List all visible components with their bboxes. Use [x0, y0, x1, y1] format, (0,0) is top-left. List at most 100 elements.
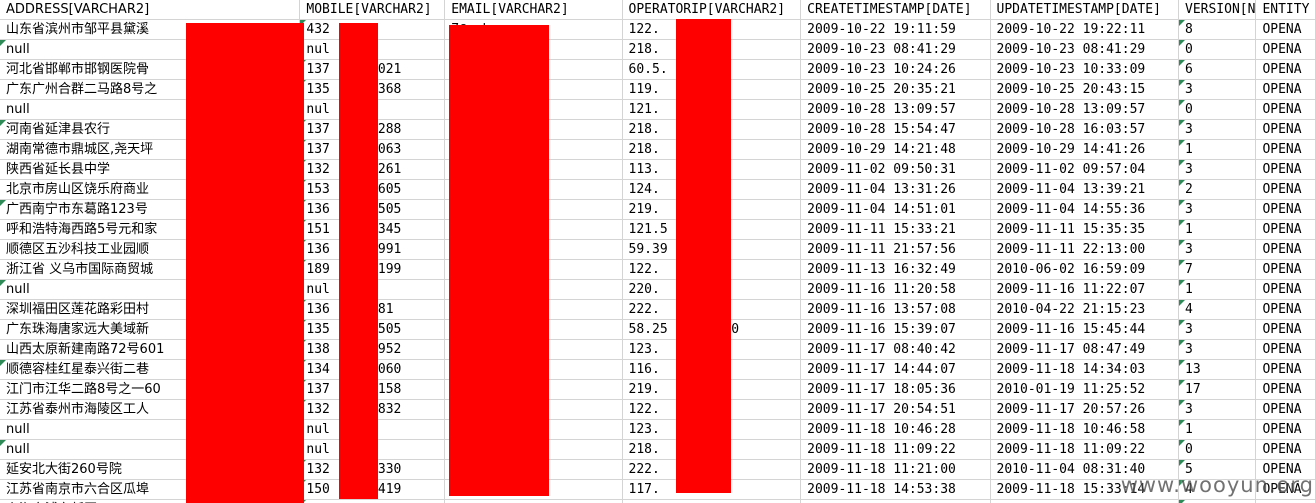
- cell-update-timestamp[interactable]: 2009-11-18 14:34:03: [990, 359, 1180, 380]
- cell-update-timestamp[interactable]: 2009-11-18 11:09:22: [990, 439, 1180, 460]
- cell-update-timestamp[interactable]: 2009-11-17 08:47:49: [990, 339, 1180, 360]
- cell-update-timestamp[interactable]: 2009-10-19 03:41:31: [990, 499, 1180, 503]
- cell-update-timestamp[interactable]: 2009-11-11 15:35:35: [990, 219, 1180, 240]
- cell-entity[interactable]: OPENA: [1255, 99, 1316, 120]
- cell-version[interactable]: 7: [1178, 259, 1257, 280]
- cell-create-timestamp[interactable]: 2009-10-25 20:35:21: [800, 79, 991, 100]
- cell-version[interactable]: 0: [1178, 99, 1257, 120]
- cell-create-timestamp[interactable]: 2009-11-16 11:20:58: [800, 279, 991, 300]
- cell-entity[interactable]: OPENA: [1255, 259, 1316, 280]
- column-header-7[interactable]: ENTITY: [1255, 0, 1316, 20]
- cell-update-timestamp[interactable]: 2009-11-11 22:13:00: [990, 239, 1180, 260]
- cell-version[interactable]: 3: [1178, 239, 1257, 260]
- cell-version[interactable]: 3: [1178, 79, 1257, 100]
- cell-update-timestamp[interactable]: 2010-11-04 08:31:40: [990, 459, 1180, 480]
- cell-entity[interactable]: OPENA: [1255, 59, 1316, 80]
- cell-create-timestamp[interactable]: 2009-11-04 14:51:01: [800, 199, 991, 220]
- cell-create-timestamp[interactable]: 2009-11-17 08:40:42: [800, 339, 991, 360]
- cell-create-timestamp[interactable]: 2009-11-18 14:53:38: [800, 479, 991, 500]
- cell-entity[interactable]: OPENA: [1255, 119, 1316, 140]
- cell-entity[interactable]: OPENA: [1255, 339, 1316, 360]
- cell-entity[interactable]: OPENA: [1255, 459, 1316, 480]
- cell-version[interactable]: 3: [1178, 339, 1257, 360]
- cell-create-timestamp[interactable]: 2009-10-29 14:21:48: [800, 139, 991, 160]
- cell-update-timestamp[interactable]: 2009-11-04 13:39:21: [990, 179, 1180, 200]
- cell-version[interactable]: 5: [1178, 459, 1257, 480]
- cell-create-timestamp[interactable]: 2009-11-11 15:33:21: [800, 219, 991, 240]
- cell-create-timestamp[interactable]: 2009-11-11 21:57:56: [800, 239, 991, 260]
- column-header-6[interactable]: VERSION[N: [1178, 0, 1257, 20]
- cell-update-timestamp[interactable]: 2009-11-17 20:57:26: [990, 399, 1180, 420]
- cell-entity[interactable]: OPENA: [1255, 239, 1316, 260]
- cell-create-timestamp[interactable]: 2009-10-28 15:54:47: [800, 119, 991, 140]
- cell-version[interactable]: 3: [1178, 159, 1257, 180]
- cell-update-timestamp[interactable]: 2009-11-04 14:55:36: [990, 199, 1180, 220]
- cell-entity[interactable]: OPENA: [1255, 159, 1316, 180]
- cell-version[interactable]: 17: [1178, 379, 1257, 400]
- cell-entity[interactable]: OPENA: [1255, 379, 1316, 400]
- cell-create-timestamp[interactable]: 2009-11-04 13:31:26: [800, 179, 991, 200]
- cell-version[interactable]: 1: [1178, 219, 1257, 240]
- cell-version[interactable]: 3: [1178, 319, 1257, 340]
- cell-entity[interactable]: OPENA: [1255, 39, 1316, 60]
- column-header-2[interactable]: EMAIL[VARCHAR2]: [444, 0, 623, 20]
- cell-entity[interactable]: OPENA: [1255, 319, 1316, 340]
- cell-version[interactable]: 6: [1178, 59, 1257, 80]
- cell-update-timestamp[interactable]: 2009-10-28 16:03:57: [990, 119, 1180, 140]
- cell-entity[interactable]: OPENA: [1255, 79, 1316, 100]
- cell-version[interactable]: 3: [1178, 119, 1257, 140]
- cell-entity[interactable]: OPENA: [1255, 439, 1316, 460]
- cell-entity[interactable]: OPENA: [1255, 279, 1316, 300]
- cell-create-timestamp[interactable]: 2009-10-28 13:09:57: [800, 99, 991, 120]
- cell-update-timestamp[interactable]: 2010-01-19 11:25:52: [990, 379, 1180, 400]
- cell-entity[interactable]: OPENA: [1255, 359, 1316, 380]
- cell-create-timestamp[interactable]: 2009-11-18 10:46:28: [800, 419, 991, 440]
- cell-create-timestamp[interactable]: 2009-10-23 08:41:29: [800, 39, 991, 60]
- cell-create-timestamp[interactable]: 2009-10-18 18:12:39: [800, 499, 991, 503]
- cell-entity[interactable]: OPENA: [1255, 219, 1316, 240]
- cell-version[interactable]: 1: [1178, 419, 1257, 440]
- cell-version[interactable]: 0: [1178, 39, 1257, 60]
- column-header-5[interactable]: UPDATETIMESTAMP[DATE]: [990, 0, 1180, 20]
- cell-create-timestamp[interactable]: 2009-11-17 18:05:36: [800, 379, 991, 400]
- cell-create-timestamp[interactable]: 2009-11-13 16:32:49: [800, 259, 991, 280]
- cell-version[interactable]: 3: [1178, 399, 1257, 420]
- cell-entity[interactable]: OPENA: [1255, 139, 1316, 160]
- cell-operator-ip[interactable]: 222.50: [622, 499, 802, 503]
- cell-version[interactable]: 0: [1178, 439, 1257, 460]
- cell-create-timestamp[interactable]: 2009-11-18 11:21:00: [800, 459, 991, 480]
- cell-version[interactable]: 4: [1178, 299, 1257, 320]
- cell-email[interactable]: .com: [444, 499, 623, 503]
- cell-version[interactable]: 8: [1178, 19, 1257, 40]
- cell-version[interactable]: 3: [1178, 199, 1257, 220]
- cell-create-timestamp[interactable]: 2009-11-16 13:57:08: [800, 299, 991, 320]
- cell-create-timestamp[interactable]: 2009-10-22 19:11:59: [800, 19, 991, 40]
- cell-version[interactable]: 1: [1178, 279, 1257, 300]
- cell-entity[interactable]: OPENA: [1255, 19, 1316, 40]
- cell-update-timestamp[interactable]: 2009-11-18 15:33:14: [990, 479, 1180, 500]
- cell-update-timestamp[interactable]: 2009-10-22 19:22:11: [990, 19, 1180, 40]
- column-header-4[interactable]: CREATETIMESTAMP[DATE]: [800, 0, 991, 20]
- cell-update-timestamp[interactable]: 2009-11-18 10:46:58: [990, 419, 1180, 440]
- cell-version[interactable]: 4: [1178, 479, 1257, 500]
- cell-update-timestamp[interactable]: 2009-10-25 20:43:15: [990, 79, 1180, 100]
- cell-create-timestamp[interactable]: 2009-11-18 11:09:22: [800, 439, 991, 460]
- cell-update-timestamp[interactable]: 2009-10-23 08:41:29: [990, 39, 1180, 60]
- cell-update-timestamp[interactable]: 2009-10-23 10:33:09: [990, 59, 1180, 80]
- cell-entity[interactable]: OPENA: [1255, 499, 1316, 503]
- cell-create-timestamp[interactable]: 2009-10-23 10:24:26: [800, 59, 991, 80]
- cell-create-timestamp[interactable]: 2009-11-17 20:54:51: [800, 399, 991, 420]
- column-header-0[interactable]: ADDRESS[VARCHAR2]: [0, 0, 301, 20]
- cell-version[interactable]: 2: [1178, 499, 1257, 503]
- cell-entity[interactable]: OPENA: [1255, 199, 1316, 220]
- cell-entity[interactable]: OPENA: [1255, 419, 1316, 440]
- cell-update-timestamp[interactable]: 2009-11-16 15:45:44: [990, 319, 1180, 340]
- cell-create-timestamp[interactable]: 2009-11-16 15:39:07: [800, 319, 991, 340]
- cell-version[interactable]: 1: [1178, 139, 1257, 160]
- cell-update-timestamp[interactable]: 2009-11-16 11:22:07: [990, 279, 1180, 300]
- cell-entity[interactable]: OPENA: [1255, 479, 1316, 500]
- cell-version[interactable]: 2: [1178, 179, 1257, 200]
- cell-version[interactable]: 13: [1178, 359, 1257, 380]
- cell-entity[interactable]: OPENA: [1255, 299, 1316, 320]
